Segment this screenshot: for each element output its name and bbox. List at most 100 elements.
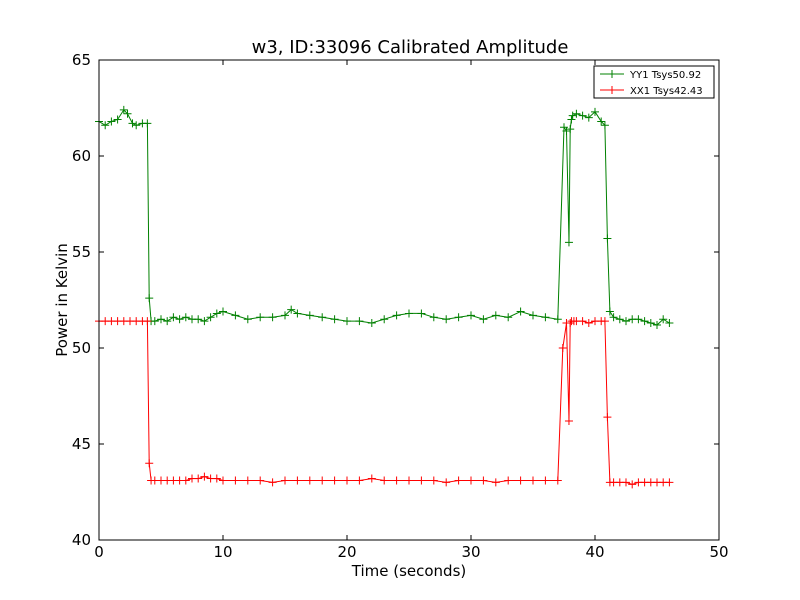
- data-point-marker: [504, 313, 513, 322]
- x-tick-label: 30: [461, 543, 480, 561]
- data-point-marker: [529, 311, 537, 320]
- data-point-marker: [293, 309, 302, 318]
- legend-box: [593, 65, 715, 99]
- data-point-marker: [355, 476, 364, 485]
- series-line-0: [98, 109, 670, 326]
- data-point-marker: [467, 476, 475, 485]
- data-point-marker: [454, 313, 463, 322]
- data-point-marker: [219, 307, 227, 316]
- data-point-marker: [541, 313, 550, 322]
- data-point-marker: [578, 111, 587, 120]
- data-point-marker: [653, 320, 661, 329]
- data-point-marker: [572, 109, 581, 118]
- data-point-marker: [597, 117, 606, 126]
- data-point-marker: [479, 315, 488, 324]
- legend-marker-1: [608, 86, 616, 94]
- data-point-marker: [567, 115, 576, 124]
- data-point-marker: [145, 294, 154, 303]
- data-point-marker: [123, 109, 132, 118]
- data-point-marker: [479, 476, 488, 485]
- data-point-marker: [529, 476, 537, 485]
- data-point-marker: [367, 319, 376, 328]
- y-tick-label: 50: [72, 339, 91, 357]
- data-point-marker: [491, 311, 500, 320]
- data-point-marker: [646, 319, 655, 328]
- data-point-marker: [603, 234, 612, 243]
- data-point-marker: [665, 319, 674, 328]
- x-tick-label: 50: [709, 543, 728, 561]
- x-tick-label: 0: [94, 543, 104, 561]
- data-point-marker: [564, 238, 573, 247]
- data-point-marker: [268, 478, 277, 487]
- data-point-marker: [143, 119, 152, 128]
- data-point-marker: [343, 476, 351, 485]
- data-point-marker: [107, 117, 116, 126]
- data-point-marker: [281, 476, 289, 485]
- x-tick-label: 20: [337, 543, 356, 561]
- ticks-layer: 0 10 20 30 40 50 40 45 50 55 60 65: [72, 51, 729, 561]
- data-point-marker: [442, 315, 451, 324]
- data-point-marker: [392, 311, 401, 320]
- data-point-marker: [392, 476, 401, 485]
- data-point-marker: [562, 127, 571, 136]
- data-point-marker: [417, 476, 426, 485]
- data-point-marker: [101, 121, 110, 130]
- data-point-marker: [219, 476, 227, 485]
- data-point-marker: [150, 317, 159, 326]
- data-point-marker: [113, 115, 122, 124]
- data-point-marker: [157, 315, 165, 324]
- y-tick-label: 55: [72, 243, 91, 261]
- legend-label-1: XX1 Tsys42.43: [630, 86, 703, 97]
- data-point-marker: [212, 309, 221, 318]
- data-point-marker: [622, 317, 630, 326]
- data-point-marker: [181, 476, 190, 485]
- data-point-marker: [568, 111, 577, 120]
- data-point-marker: [343, 317, 351, 326]
- data-point-marker: [634, 315, 643, 324]
- data-point-marker: [454, 476, 463, 485]
- data-point-marker: [293, 476, 302, 485]
- data-point-marker: [181, 313, 190, 322]
- data-point-marker: [504, 476, 513, 485]
- data-point-marker: [429, 313, 438, 322]
- data-point-marker: [564, 416, 573, 425]
- data-point-marker: [640, 317, 649, 326]
- data-point-marker: [417, 309, 426, 318]
- y-tick-label: 45: [72, 435, 91, 453]
- data-point-marker: [256, 313, 265, 322]
- data-point-marker: [584, 319, 593, 328]
- data-point-marker: [169, 313, 178, 322]
- data-point-marker: [194, 315, 203, 324]
- legend-label-0: YY1 Tsys50.92: [629, 70, 701, 81]
- data-point-marker: [143, 317, 152, 326]
- data-point-marker: [318, 313, 327, 322]
- data-point-marker: [628, 480, 637, 489]
- data-point-marker: [600, 317, 609, 326]
- data-point-marker: [268, 313, 277, 322]
- data-point-marker: [212, 474, 221, 483]
- data-point-marker: [605, 307, 614, 316]
- legend-marker-0: [608, 70, 616, 78]
- data-point-marker: [367, 474, 376, 483]
- data-point-marker: [243, 476, 252, 485]
- data-point-marker: [200, 317, 209, 326]
- data-point-marker: [231, 311, 240, 320]
- data-point-marker: [405, 476, 413, 485]
- data-point-marker: [200, 472, 209, 481]
- legend: YY1 Tsys50.92 XX1 Tsys42.43: [593, 65, 715, 99]
- plot-area: 0 10 20 30 40 50 40 45 50 55 60 65: [72, 51, 729, 561]
- data-point-marker: [622, 478, 630, 487]
- x-tick-label: 40: [585, 543, 604, 561]
- data-point-marker: [566, 319, 575, 328]
- data-point-marker: [516, 307, 525, 316]
- data-point-marker: [330, 315, 339, 324]
- data-point-marker: [541, 476, 550, 485]
- data-point-marker: [600, 121, 609, 130]
- data-point-marker: [256, 476, 265, 485]
- data-point-marker: [305, 476, 314, 485]
- data-point-marker: [243, 315, 252, 324]
- data-point-marker: [119, 105, 128, 114]
- data-point-marker: [467, 311, 475, 320]
